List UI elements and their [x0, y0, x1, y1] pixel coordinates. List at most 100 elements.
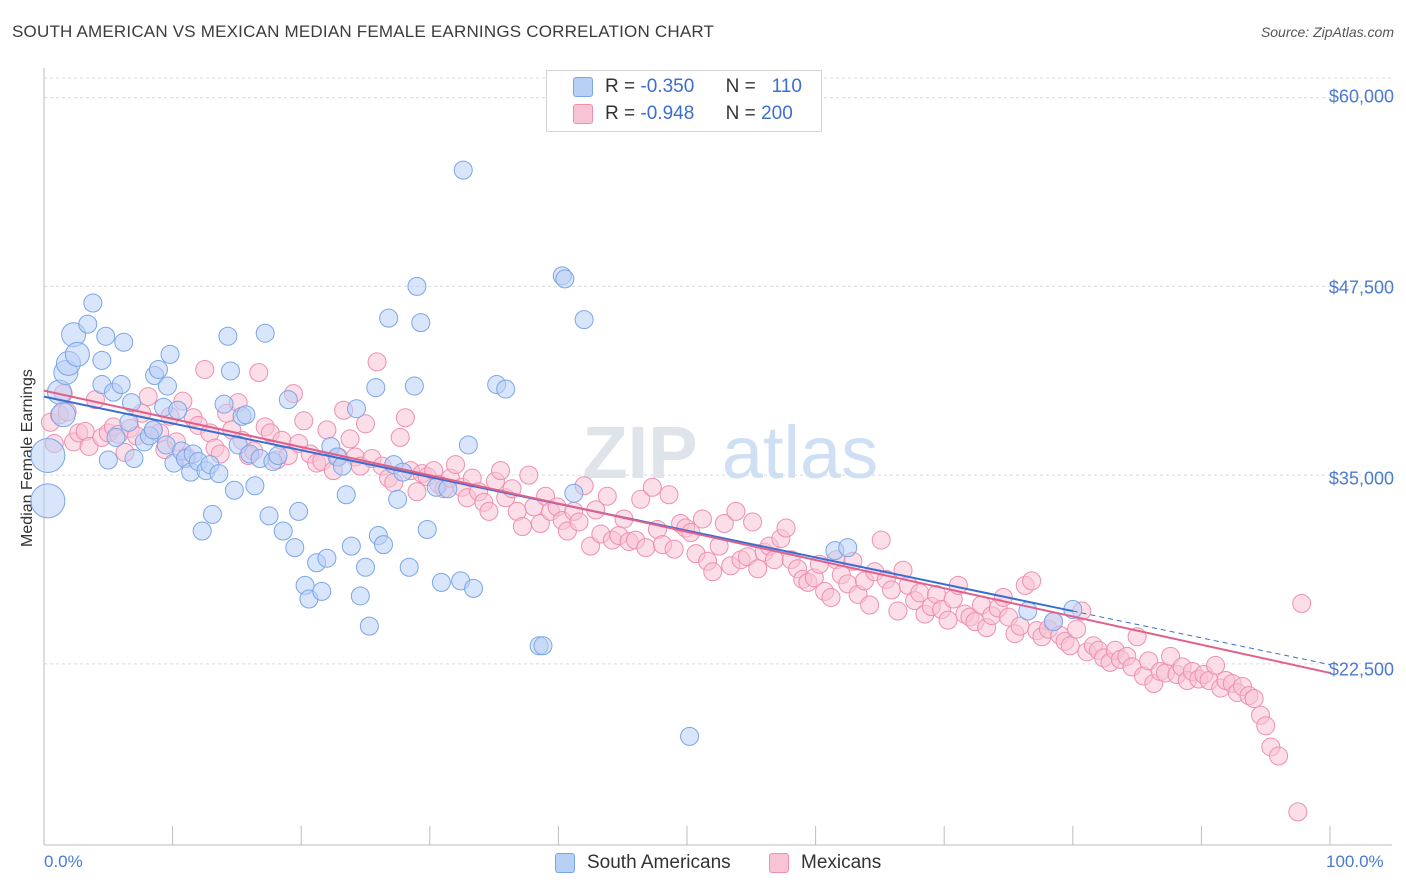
south-americans-point: [366, 378, 386, 398]
mexicans-point: [938, 610, 958, 630]
chart-title: SOUTH AMERICAN VS MEXICAN MEDIAN FEMALE …: [12, 22, 715, 41]
south-americans-point: [214, 394, 234, 414]
legend-swatch-pink: [769, 853, 789, 873]
south-americans-point: [220, 361, 240, 381]
south-americans-point: [379, 308, 399, 328]
source-label: Source: ZipAtlas.com: [1260, 24, 1394, 40]
south-americans-point: [148, 359, 168, 379]
south-americans-point: [236, 405, 256, 425]
mexicans-point: [631, 489, 651, 509]
south-americans-point: [268, 446, 288, 466]
mexicans-point: [776, 518, 796, 538]
mexicans-point: [1022, 571, 1042, 591]
south-americans-point: [209, 464, 229, 484]
south-americans-point: [317, 548, 337, 568]
south-americans-point: [680, 726, 700, 746]
trend-lines: [43, 389, 1331, 674]
south-americans-point: [533, 636, 553, 656]
south-americans-point: [417, 520, 437, 540]
mexicans-point: [642, 477, 662, 497]
south-americans-point: [245, 476, 265, 496]
south-americans-point: [202, 504, 222, 524]
south-americans-point: [404, 376, 424, 396]
south-americans-point: [124, 449, 144, 469]
south-americans-point: [218, 326, 238, 346]
south-americans-point: [341, 536, 361, 556]
south-americans-point: [278, 390, 298, 410]
y-tick-35000: $35,000: [1328, 468, 1394, 489]
south-americans-point: [273, 521, 293, 541]
watermark-atlas: atlas: [722, 411, 878, 494]
mexicans-point: [1269, 746, 1289, 766]
south-americans-point: [464, 578, 484, 598]
y-tick-47500: $47,500: [1328, 277, 1394, 298]
mexicans-point: [512, 516, 532, 536]
legend-label: Mexicans: [801, 852, 882, 873]
south-americans-point: [359, 616, 379, 636]
south-americans-point: [92, 350, 112, 370]
mexicans-point: [569, 512, 589, 532]
legend-swatch-blue: [555, 853, 575, 873]
mexicans-point: [446, 455, 466, 475]
x-tick-min: 0.0%: [44, 852, 83, 871]
mexicans-point: [714, 513, 734, 533]
mexicans-point: [1206, 655, 1226, 675]
south-americans-point: [346, 399, 366, 419]
legend-n-value: 110: [771, 76, 802, 97]
south-americans-trend-extension: [1072, 610, 1331, 666]
mexicans-point: [356, 414, 375, 434]
legend-r-label: R =: [605, 76, 636, 97]
south-americans-point: [336, 485, 356, 505]
mexicans-point: [1292, 594, 1312, 613]
legend-item-mexicans[interactable]: Mexicans: [769, 852, 881, 874]
mexicans-trend-line: [43, 389, 1331, 674]
mexicans-point: [138, 387, 158, 407]
south-americans-point: [78, 314, 98, 334]
mexicans-point: [390, 427, 410, 447]
mexicans-point: [581, 536, 601, 556]
south-americans-point: [160, 344, 180, 364]
correlation-legend: R = -0.350 N = 110 R = -0.948 N = 200: [546, 70, 822, 132]
south-americans-point: [157, 376, 177, 396]
south-americans-point: [30, 483, 66, 519]
south-americans-point: [312, 581, 332, 601]
legend-r-value: -0.948: [640, 103, 695, 124]
mexicans-point: [407, 482, 427, 502]
south-americans-point: [431, 572, 451, 592]
legend-row-mexicans: R = -0.948 N = 200: [573, 102, 793, 126]
mexicans-point: [530, 513, 550, 533]
mexicans-point: [748, 559, 768, 579]
south-americans-point: [407, 276, 427, 296]
south-americans-point: [192, 521, 212, 541]
south-americans-point: [356, 557, 375, 577]
south-americans-point: [496, 379, 516, 399]
south-americans-point: [350, 586, 370, 606]
mexicans-point: [692, 509, 712, 529]
south-americans-point: [114, 332, 134, 352]
south-americans-point: [50, 402, 76, 428]
south-americans-point: [98, 450, 118, 470]
mexicans-point: [1244, 689, 1264, 709]
legend-item-south-americans[interactable]: South Americans: [555, 852, 731, 874]
south-americans-point: [458, 435, 478, 455]
mexicans-point: [703, 562, 723, 582]
y-tick-22500: $22,500: [1328, 659, 1394, 680]
watermark: ZIP atlas: [582, 411, 878, 494]
south-americans-point: [30, 438, 66, 474]
south-americans-point: [388, 489, 408, 509]
south-americans-point: [289, 501, 309, 521]
south-americans-point: [259, 506, 279, 526]
y-tick-60000: $60,000: [1328, 86, 1394, 107]
legend-n-value: 200: [761, 103, 793, 124]
legend-r-label: R =: [605, 103, 636, 124]
mexicans-point: [726, 501, 746, 521]
south-americans-point: [399, 557, 419, 577]
south-americans-point: [374, 535, 394, 555]
south-americans-point: [121, 393, 141, 413]
south-americans-point: [111, 375, 131, 395]
mexicans-point: [317, 420, 337, 440]
mexicans-point: [340, 429, 360, 449]
x-tick-max: 100.0%: [1326, 852, 1384, 871]
mexicans-point: [743, 512, 763, 532]
